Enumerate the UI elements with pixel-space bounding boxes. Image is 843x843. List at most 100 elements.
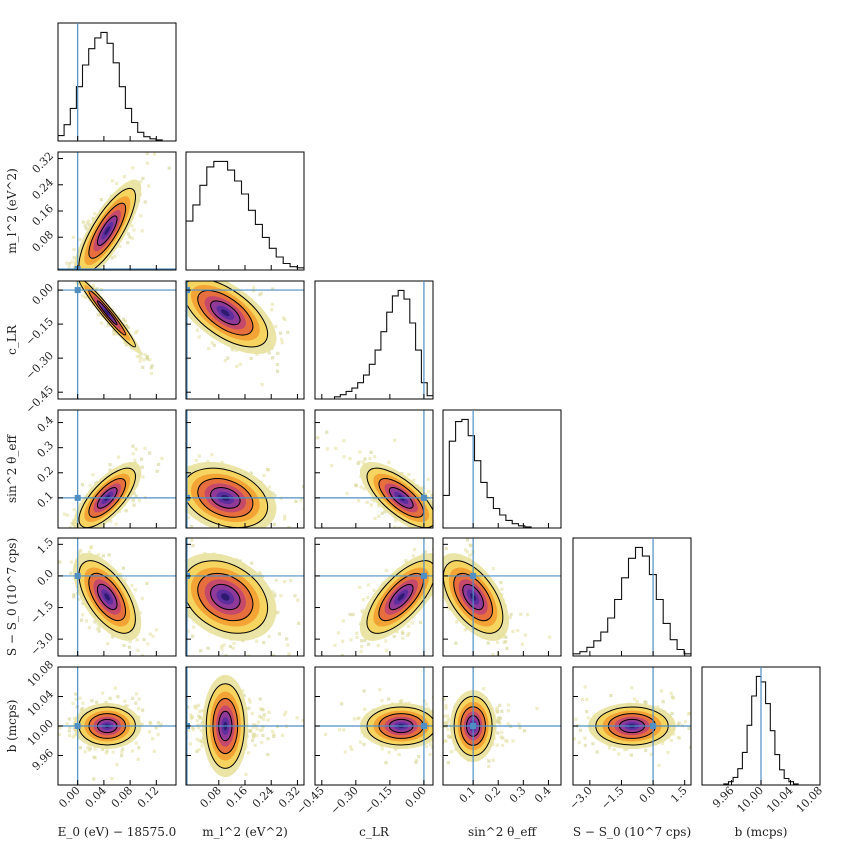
sample-point bbox=[325, 447, 329, 451]
sample-point bbox=[168, 470, 171, 473]
sample-point bbox=[443, 720, 447, 725]
sample-point bbox=[132, 491, 136, 496]
sample-point bbox=[370, 497, 375, 502]
sample-point bbox=[216, 277, 219, 280]
sample-point bbox=[178, 734, 181, 737]
sample-point bbox=[491, 653, 495, 656]
sample-point bbox=[80, 275, 83, 278]
sample-point bbox=[497, 720, 501, 724]
sample-point bbox=[147, 184, 151, 188]
sample-point bbox=[261, 733, 265, 738]
contour-line bbox=[88, 478, 127, 518]
sample-point bbox=[194, 704, 198, 708]
sample-point bbox=[179, 296, 182, 299]
x-axis-label-cLR: c_LR bbox=[359, 825, 390, 839]
sample-point bbox=[699, 721, 702, 724]
sample-point bbox=[670, 711, 674, 716]
sample-point bbox=[296, 598, 300, 602]
sample-point bbox=[435, 720, 438, 723]
sample-point bbox=[57, 274, 60, 277]
sample-point bbox=[535, 706, 539, 710]
sample-point bbox=[195, 737, 199, 741]
sample-point bbox=[169, 722, 172, 725]
panel-frame bbox=[57, 537, 177, 657]
sample-point bbox=[337, 728, 342, 732]
sample-point bbox=[181, 608, 184, 611]
sample-point bbox=[275, 362, 280, 367]
truth-marker bbox=[420, 494, 427, 501]
y-tick-label: −0.45 bbox=[23, 383, 56, 416]
sample-point bbox=[316, 504, 319, 507]
sample-point bbox=[436, 571, 439, 574]
sample-point bbox=[73, 274, 76, 277]
sample-point bbox=[183, 527, 186, 530]
sample-point bbox=[677, 723, 681, 727]
sample-point bbox=[405, 633, 410, 638]
sample-point bbox=[74, 692, 78, 696]
sample-point bbox=[250, 561, 254, 565]
hist-panel-S bbox=[572, 537, 692, 657]
sample-point bbox=[67, 729, 71, 733]
sample-point bbox=[92, 274, 95, 277]
sample-point bbox=[82, 540, 85, 543]
y-tick-label: 0.4 bbox=[35, 413, 57, 435]
sample-point bbox=[491, 758, 495, 762]
sample-point bbox=[413, 548, 417, 552]
sample-point bbox=[210, 453, 214, 457]
sample-point bbox=[226, 356, 230, 360]
contour-line bbox=[210, 487, 241, 509]
sample-point bbox=[447, 606, 451, 610]
sample-point bbox=[255, 727, 259, 731]
sample-point bbox=[197, 335, 201, 339]
sample-point bbox=[160, 272, 163, 275]
sample-point bbox=[165, 747, 168, 750]
sample-point bbox=[100, 747, 105, 751]
panel-E0-S bbox=[57, 537, 177, 657]
sample-point bbox=[272, 522, 276, 526]
sample-point bbox=[220, 644, 224, 648]
sample-point bbox=[279, 594, 283, 598]
sample-point bbox=[342, 728, 346, 732]
sample-point bbox=[179, 488, 182, 491]
sample-point bbox=[196, 726, 201, 730]
sample-point bbox=[61, 544, 64, 547]
sample-point bbox=[470, 552, 474, 557]
sample-point bbox=[100, 321, 104, 325]
sample-point bbox=[506, 709, 510, 713]
sample-point bbox=[491, 567, 496, 571]
sample-point bbox=[412, 478, 416, 482]
sample-point bbox=[504, 738, 508, 743]
sample-point bbox=[282, 580, 287, 584]
sample-point bbox=[113, 254, 117, 259]
x-tick-label: 1.5 bbox=[668, 784, 690, 806]
sample-point bbox=[72, 592, 76, 597]
sample-point bbox=[186, 629, 190, 633]
sample-point bbox=[373, 455, 377, 459]
sample-point bbox=[231, 348, 235, 352]
sample-point bbox=[286, 330, 290, 334]
sample-point bbox=[92, 777, 96, 781]
sample-point bbox=[206, 460, 210, 464]
sample-point bbox=[78, 277, 81, 280]
sample-point bbox=[104, 751, 108, 755]
sample-point bbox=[166, 596, 169, 599]
sample-point bbox=[246, 546, 249, 549]
y-tick-label: −0.15 bbox=[23, 315, 56, 348]
sample-point bbox=[392, 438, 397, 442]
sample-point bbox=[393, 525, 397, 528]
sample-point bbox=[210, 262, 213, 265]
sample-point bbox=[177, 296, 180, 299]
sample-point bbox=[168, 721, 171, 724]
x-tick-label: 0.12 bbox=[135, 784, 162, 811]
sample-point bbox=[435, 534, 438, 537]
sample-point bbox=[131, 166, 135, 170]
sample-point bbox=[372, 588, 376, 592]
sample-point bbox=[235, 534, 238, 537]
x-tick-label: −3.0 bbox=[567, 784, 595, 812]
sample-point bbox=[486, 641, 490, 645]
sample-point bbox=[126, 241, 130, 245]
sample-point bbox=[433, 564, 436, 567]
sample-point bbox=[153, 486, 156, 489]
sample-point bbox=[392, 634, 396, 638]
sample-point bbox=[151, 737, 155, 741]
